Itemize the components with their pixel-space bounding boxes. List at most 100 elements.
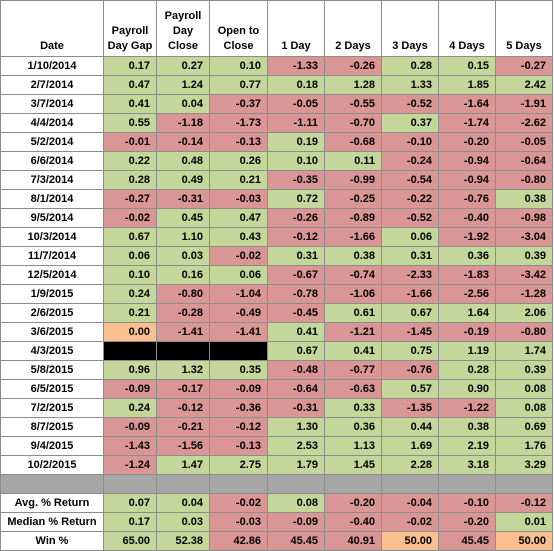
value-cell: -0.63: [324, 379, 382, 399]
summary-value-cell: -0.20: [438, 512, 496, 532]
row-date: 8/7/2015: [0, 417, 104, 437]
row-date: 3/7/2014: [0, 94, 104, 114]
value-cell: 0.16: [156, 265, 210, 285]
value-cell: -0.74: [324, 265, 382, 285]
value-cell: -0.27: [495, 56, 553, 76]
summary-value-cell: 0.17: [103, 512, 157, 532]
value-cell: -0.98: [495, 208, 553, 228]
table-row: 6/6/2014 0.22 0.48 0.26 0.10 0.11 -0.24 -0.94 -0…: [0, 151, 553, 171]
value-cell: 0.45: [156, 208, 210, 228]
summary-value-cell: 42.86: [209, 531, 268, 551]
value-cell: 1.13: [324, 436, 382, 456]
value-cell: -0.35: [267, 170, 325, 190]
value-cell: -0.20: [438, 132, 496, 152]
value-cell: 0.27: [156, 56, 210, 76]
value-cell: 0.24: [103, 398, 157, 418]
value-cell: -0.01: [103, 132, 157, 152]
value-cell: 0.19: [267, 132, 325, 152]
value-cell: -0.22: [381, 189, 439, 209]
separator-row: [0, 474, 553, 494]
value-cell: 0.26: [209, 151, 268, 171]
value-cell: 0.24: [103, 284, 157, 304]
summary-rows: Avg. % Return 0.07 0.04 -0.02 0.08 -0.20 -0.04…: [0, 474, 553, 551]
separator-cell: [438, 474, 496, 494]
value-cell: 3.18: [438, 455, 496, 475]
separator-cell: [156, 474, 210, 494]
value-cell: -0.54: [381, 170, 439, 190]
value-cell: 0.37: [381, 113, 439, 133]
summary-value-cell: -0.12: [495, 493, 553, 513]
row-date: 4/4/2014: [0, 113, 104, 133]
header-1-day: 1 Day: [267, 0, 325, 57]
value-cell: -2.62: [495, 113, 553, 133]
table-row: 9/5/2014 -0.02 0.45 0.47 -0.26 -0.89 -0.52 -0.4…: [0, 208, 553, 228]
summary-value-cell: 40.91: [324, 531, 382, 551]
value-cell: -0.27: [103, 189, 157, 209]
value-cell: 1.30: [267, 417, 325, 437]
value-cell: 1.76: [495, 436, 553, 456]
separator-cell: [209, 474, 268, 494]
value-cell: 2.75: [209, 455, 268, 475]
value-cell: 0.67: [267, 341, 325, 361]
value-cell: -0.13: [209, 436, 268, 456]
value-cell: 0.31: [267, 246, 325, 266]
value-cell: 0.38: [324, 246, 382, 266]
value-cell: 0.96: [103, 360, 157, 380]
value-cell: -0.12: [209, 417, 268, 437]
value-cell: 0.35: [209, 360, 268, 380]
value-cell: -1.18: [156, 113, 210, 133]
value-cell: -0.49: [209, 303, 268, 323]
value-cell: 1.64: [438, 303, 496, 323]
value-cell: -1.66: [381, 284, 439, 304]
value-cell: 1.32: [156, 360, 210, 380]
value-cell: -3.42: [495, 265, 553, 285]
table-row: 7/2/2015 0.24 -0.12 -0.36 -0.31 0.33 -1.35 -1.2…: [0, 398, 553, 418]
value-cell: -0.03: [209, 189, 268, 209]
value-cell: 3.29: [495, 455, 553, 475]
value-cell: -0.52: [381, 94, 439, 114]
value-cell: 0.72: [267, 189, 325, 209]
summary-value-cell: 0.04: [156, 493, 210, 513]
value-cell: -0.80: [495, 170, 553, 190]
value-cell: 0.61: [324, 303, 382, 323]
separator-cell: [324, 474, 382, 494]
value-cell: -1.43: [103, 436, 157, 456]
value-cell: -1.66: [324, 227, 382, 247]
summary-value-cell: 0.03: [156, 512, 210, 532]
row-date: 7/2/2015: [0, 398, 104, 418]
value-cell: 0.21: [103, 303, 157, 323]
value-cell: -1.41: [156, 322, 210, 342]
value-cell: [103, 341, 157, 361]
value-cell: 0.06: [103, 246, 157, 266]
value-cell: -0.25: [324, 189, 382, 209]
value-cell: -1.83: [438, 265, 496, 285]
value-cell: -0.68: [324, 132, 382, 152]
row-date: 7/3/2014: [0, 170, 104, 190]
value-cell: -0.12: [267, 227, 325, 247]
table-row: 6/5/2015 -0.09 -0.17 -0.09 -0.64 -0.63 0.57 0.9…: [0, 379, 553, 399]
value-cell: 0.75: [381, 341, 439, 361]
header-payroll-day-gap: Payroll Day Gap: [103, 0, 157, 57]
value-cell: -0.05: [495, 132, 553, 152]
value-cell: 0.90: [438, 379, 496, 399]
table-row: 10/3/2014 0.67 1.10 0.43 -0.12 -1.66 0.06 -1.92…: [0, 227, 553, 247]
summary-value-cell: -0.02: [209, 493, 268, 513]
value-cell: -0.76: [438, 189, 496, 209]
value-cell: 0.44: [381, 417, 439, 437]
value-cell: -2.56: [438, 284, 496, 304]
value-cell: 0.67: [381, 303, 439, 323]
summary-label: Win %: [0, 531, 104, 551]
value-cell: 1.28: [324, 75, 382, 95]
summary-label: Median % Return: [0, 512, 104, 532]
row-date: 11/7/2014: [0, 246, 104, 266]
value-cell: 0.10: [103, 265, 157, 285]
value-cell: -2.33: [381, 265, 439, 285]
separator-cell: [103, 474, 157, 494]
value-cell: 1.19: [438, 341, 496, 361]
value-cell: -0.10: [381, 132, 439, 152]
summary-value-cell: 45.45: [438, 531, 496, 551]
value-cell: -1.73: [209, 113, 268, 133]
value-cell: -0.36: [209, 398, 268, 418]
value-cell: 1.10: [156, 227, 210, 247]
value-cell: 1.74: [495, 341, 553, 361]
